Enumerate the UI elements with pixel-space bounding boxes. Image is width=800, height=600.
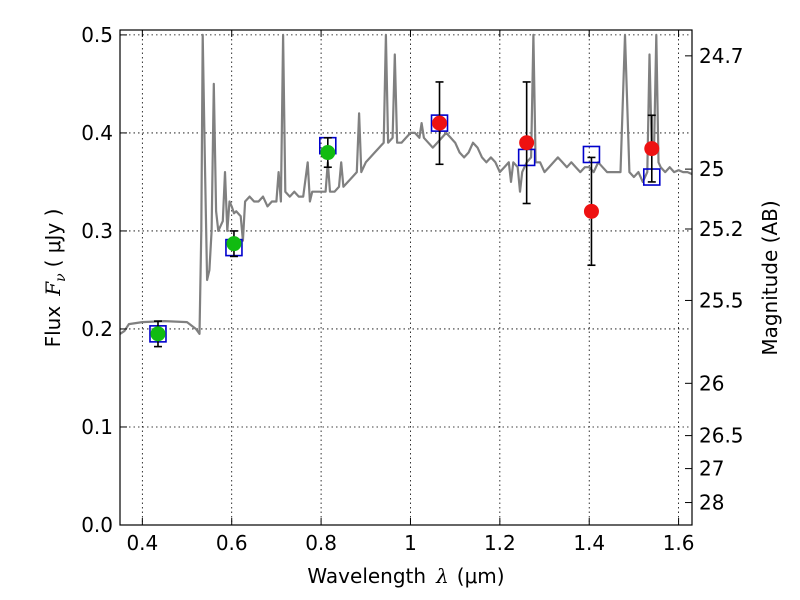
x-tick-label: 1.6 <box>663 531 695 555</box>
x-tick-label: 0.8 <box>305 531 337 555</box>
grid <box>120 30 692 526</box>
secondary-y-axis-label: Magnitude (AB) <box>758 200 782 355</box>
optical-photometry-point <box>226 236 242 252</box>
y2-tick-label: 26 <box>699 371 724 395</box>
y-tick-label: 0.2 <box>81 317 113 341</box>
y-tick-label: 0.5 <box>81 23 113 47</box>
y-axis-label: FluxFν( μJy ) <box>41 209 69 348</box>
y2-tick-label: 26.5 <box>699 424 744 448</box>
y-tick-label: 0.1 <box>81 415 113 439</box>
y-tick-label: 0.3 <box>81 219 113 243</box>
y-tick-label: 0.4 <box>81 121 113 145</box>
plot-data <box>120 33 692 348</box>
nir-photometry-point <box>644 141 660 157</box>
nir-photometry-point <box>432 115 448 131</box>
x-tick-label: 0.6 <box>216 531 248 555</box>
x-axis-label: Wavelength λ (μm) <box>307 564 504 588</box>
plot-frame <box>119 29 693 526</box>
y2-tick-label: 28 <box>699 491 724 515</box>
y2-tick-label: 25.5 <box>699 288 744 312</box>
nir-photometry-point <box>519 135 535 151</box>
x-tick-label: 1 <box>404 531 417 555</box>
y2-tick-label: 25 <box>699 157 724 181</box>
template-spectrum-line <box>120 33 692 335</box>
y-tick-label: 0.0 <box>81 513 113 537</box>
nir-photometry-point <box>583 203 599 219</box>
axis-ticks: 0.4 0.6 0.8 1 1.2 1.4 1.6 0.0 0.1 0.2 0.3 0.4 0.5 24.… <box>81 23 743 555</box>
x-tick-label: 0.4 <box>126 531 158 555</box>
y2-tick-label: 25.2 <box>699 217 744 241</box>
x-tick-label: 1.2 <box>484 531 516 555</box>
optical-photometry-point <box>150 326 166 342</box>
y2-tick-label: 24.7 <box>699 44 744 68</box>
optical-photometry-point <box>320 145 336 161</box>
y2-tick-label: 27 <box>699 457 724 481</box>
x-tick-label: 1.4 <box>573 531 605 555</box>
